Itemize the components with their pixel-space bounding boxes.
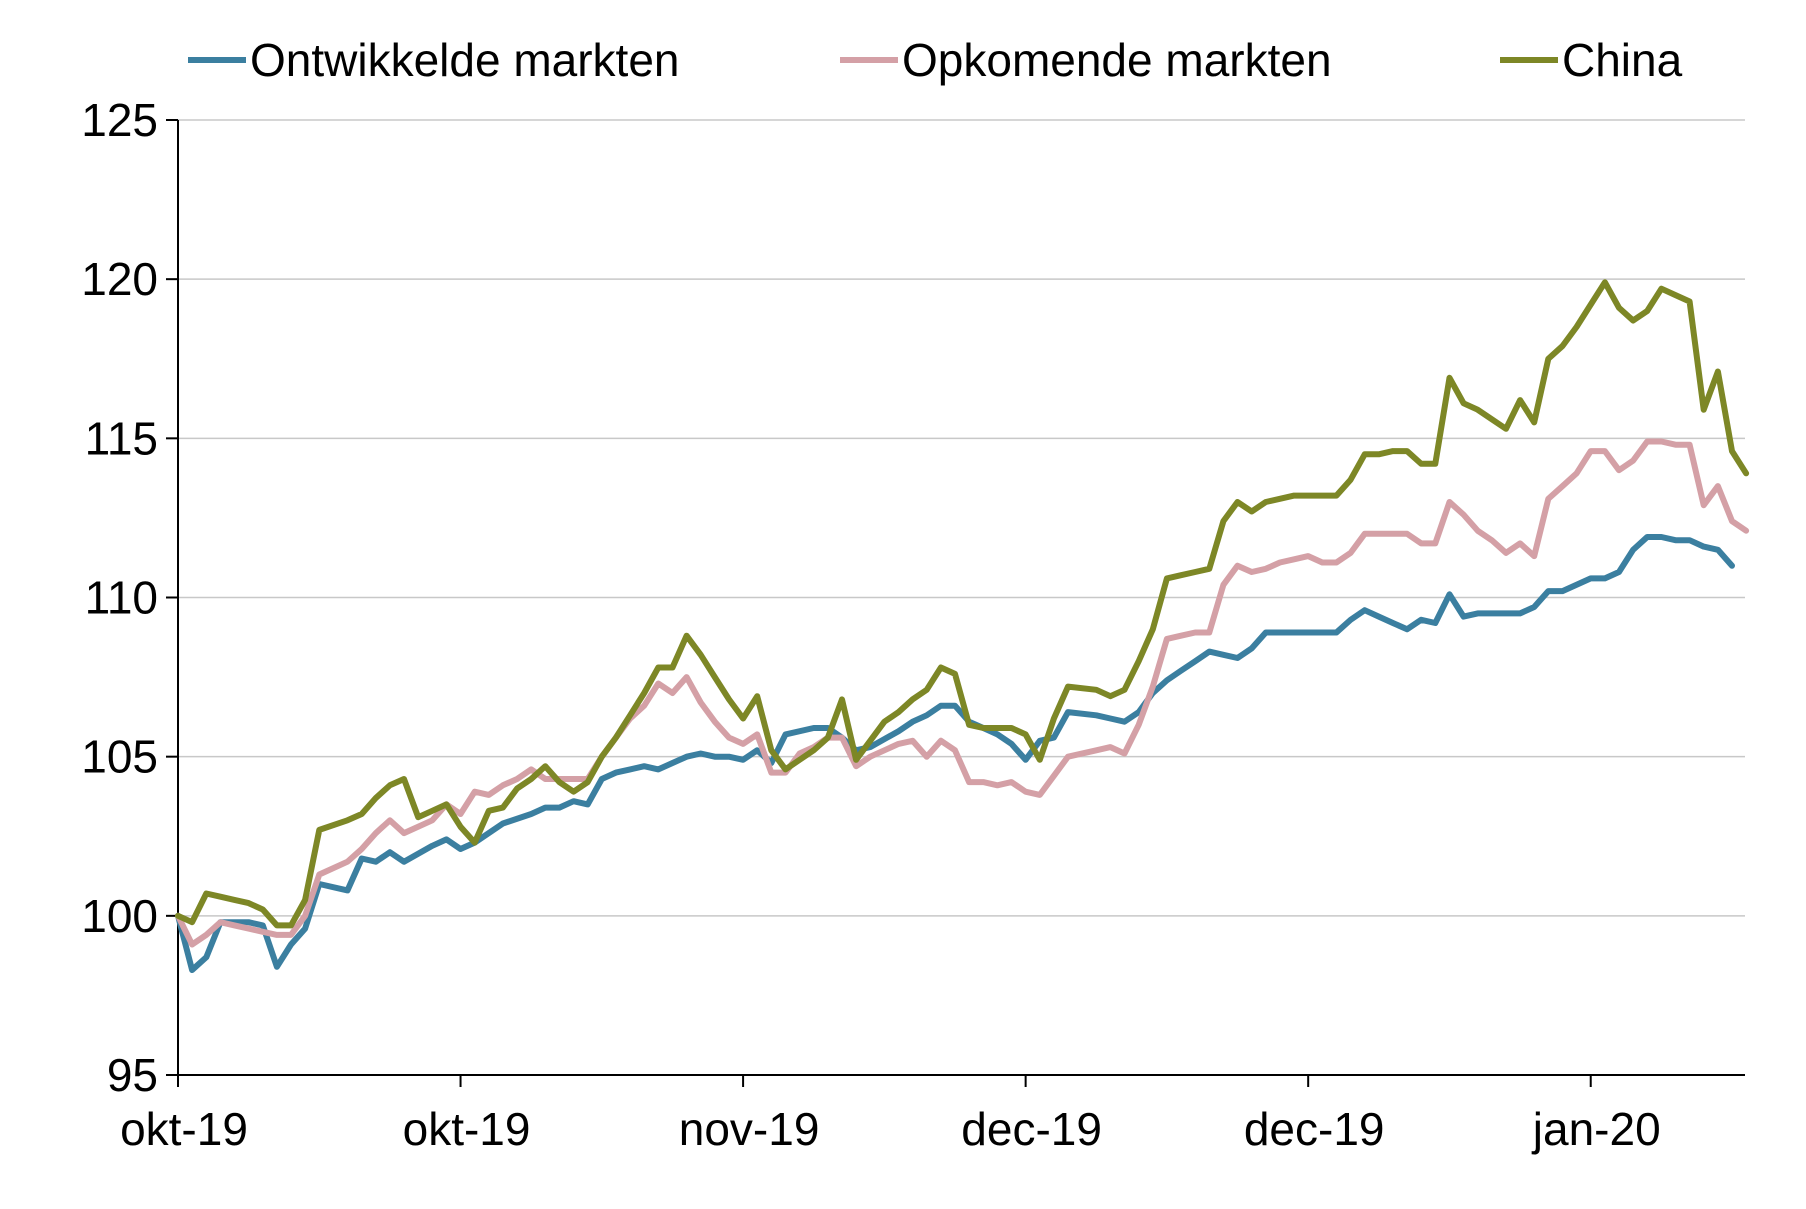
series-line-opkomend — [175, 438, 1750, 948]
y-tick-label: 125 — [81, 94, 158, 146]
y-tick-label: 120 — [81, 253, 158, 305]
x-tick-label: dec-19 — [961, 1103, 1102, 1155]
series-line-china — [175, 279, 1750, 929]
y-tick-label: 105 — [81, 731, 158, 783]
series-line-ontwikkeld — [175, 534, 1735, 973]
legend-item-opkomend: Opkomende markten — [840, 34, 1332, 86]
y-axis-ticks: 95 100 105 110 115 120 125 — [81, 94, 178, 1101]
y-tick-label: 95 — [107, 1049, 158, 1101]
series-lines — [175, 279, 1750, 973]
x-tick-label: okt-19 — [403, 1103, 531, 1155]
legend-label: Ontwikkelde markten — [250, 34, 680, 86]
x-tick-label: dec-19 — [1244, 1103, 1385, 1155]
legend-label: China — [1562, 34, 1683, 86]
y-tick-label: 115 — [85, 412, 158, 464]
x-tick-label: nov-19 — [679, 1103, 820, 1155]
x-tick-label: okt-19 — [120, 1103, 248, 1155]
gridlines — [178, 119, 1745, 917]
legend-item-ontwikkeld: Ontwikkelde markten — [188, 34, 680, 86]
x-axis-ticks: okt-19 okt-19 nov-19 dec-19 dec-19 jan-20 — [120, 1075, 1661, 1155]
y-tick-label: 110 — [85, 572, 158, 624]
x-tick-label: jan-20 — [1531, 1103, 1661, 1155]
y-tick-label: 100 — [81, 890, 158, 942]
legend: Ontwikkelde markten Opkomende markten Chin… — [188, 34, 1683, 86]
legend-label: Opkomende markten — [902, 34, 1332, 86]
legend-item-china: China — [1500, 34, 1683, 86]
